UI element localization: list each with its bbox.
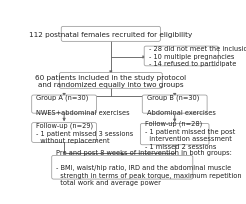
- FancyBboxPatch shape: [61, 27, 160, 42]
- Text: Group A (n=30)

NWES+abdominal exercises: Group A (n=30) NWES+abdominal exercises: [36, 94, 130, 115]
- Text: Pre and post 8 weeks of intervention in both groups:

- BMI, waist/hip ratio, IR: Pre and post 8 weeks of intervention in …: [57, 150, 242, 185]
- FancyBboxPatch shape: [140, 124, 209, 145]
- Text: 112 postnatal females recruited for eligibility: 112 postnatal females recruited for elig…: [29, 32, 192, 38]
- FancyBboxPatch shape: [144, 47, 218, 67]
- FancyBboxPatch shape: [52, 156, 193, 179]
- Text: Follow-up (n=29)
- 1 patient missed 3 sessions
  without replacement: Follow-up (n=29) - 1 patient missed 3 se…: [36, 122, 134, 144]
- Text: 60 patients included in the study protocol
and randomized equally into two group: 60 patients included in the study protoc…: [35, 74, 186, 88]
- FancyBboxPatch shape: [59, 73, 162, 89]
- FancyBboxPatch shape: [142, 95, 207, 114]
- FancyBboxPatch shape: [32, 123, 96, 143]
- Text: Follow-up (n=28)
- 1 patient missed the post
  intervention assessment
- 1 misse: Follow-up (n=28) - 1 patient missed the …: [145, 120, 235, 149]
- FancyBboxPatch shape: [32, 95, 96, 114]
- Text: Group B (n=30)

Abdominal exercises: Group B (n=30) Abdominal exercises: [147, 94, 216, 115]
- Text: - 28 did not meet the inclusion criteria
- 10 multiple pregnancies
- 14 refused : - 28 did not meet the inclusion criteria…: [149, 46, 246, 67]
